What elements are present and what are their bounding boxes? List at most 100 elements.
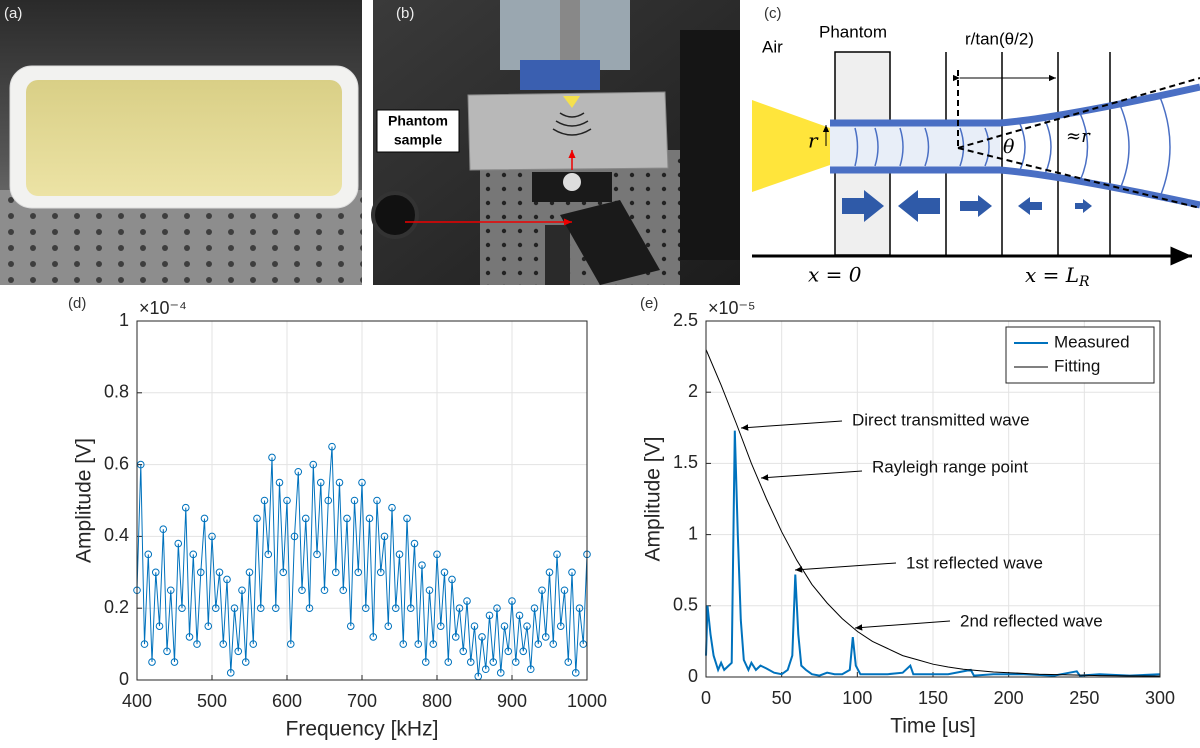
data-point: [504, 647, 513, 656]
x-tick-label: 300: [1145, 688, 1175, 708]
legend-box: [1005, 326, 1155, 384]
data-point: [320, 586, 329, 595]
data-point: [208, 532, 216, 541]
data-point: [286, 640, 295, 648]
data-point: [211, 604, 220, 613]
x-tick-label: 800: [422, 691, 452, 711]
data-point: [170, 658, 179, 666]
data-point: [245, 568, 254, 577]
x-tick-label: 100: [842, 688, 872, 708]
data-point: [530, 604, 539, 613]
data-point: [500, 622, 509, 630]
approx-radius-label: ≈r: [1066, 126, 1091, 147]
x-tick-label: 600: [272, 691, 302, 711]
data-point: [541, 633, 550, 641]
data-point: [523, 622, 531, 630]
data-point: [391, 604, 400, 613]
y-tick-label: 0.6: [104, 453, 129, 473]
y-tick-label: 2.5: [673, 310, 698, 330]
data-point: [354, 568, 363, 577]
data-point: [204, 622, 213, 630]
data-point: [526, 665, 535, 674]
data-point: [549, 640, 558, 648]
data-point: [493, 604, 501, 613]
data-point: [283, 496, 291, 505]
data-point: [328, 442, 336, 451]
data-point: [568, 568, 576, 577]
x-tick-label: 200: [994, 688, 1024, 708]
data-point: [163, 647, 171, 656]
data-point: [451, 633, 460, 641]
data-point: [376, 568, 385, 577]
data-point: [380, 532, 389, 541]
annotation: Direct transmitted wave: [852, 410, 1030, 429]
data-point: [515, 611, 524, 620]
series-line: [705, 349, 1161, 677]
annotation-arrow: [854, 620, 951, 631]
data-point: [324, 496, 333, 505]
data-point: [215, 568, 224, 577]
data-point: [556, 622, 565, 630]
x-axis-label: Time [us]: [890, 715, 976, 738]
annotation-arrow: [740, 420, 843, 431]
data-point: [309, 460, 318, 469]
x-tick-label: 700: [347, 691, 377, 711]
data-point: [193, 640, 201, 648]
data-point: [534, 640, 543, 648]
data-point: [519, 647, 528, 656]
data-point: [365, 514, 374, 523]
x-tick-label: 900: [497, 691, 527, 711]
data-point: [571, 669, 580, 677]
series-line: [136, 446, 588, 677]
data-point: [560, 586, 569, 595]
distance-label: r/tan(θ/2): [965, 29, 1034, 48]
data-point: [350, 496, 359, 505]
data-point: [429, 640, 438, 648]
x-tick-label: 150: [918, 688, 948, 708]
x0-label: x = 0: [808, 263, 862, 287]
air-label: Air: [762, 37, 783, 56]
data-point: [444, 658, 453, 666]
data-point: [406, 604, 415, 613]
data-point: [399, 640, 408, 648]
photo-a: (a): [0, 0, 362, 285]
panel-label: (c): [764, 5, 782, 22]
x-tick-label: 50: [772, 688, 792, 708]
data-point: [290, 532, 299, 541]
data-point: [459, 647, 468, 656]
xl-text: x = L: [1025, 263, 1079, 287]
data-point: [178, 604, 186, 613]
data-point: [339, 586, 348, 595]
xl-subscript: R: [1078, 274, 1090, 290]
data-point: [316, 478, 325, 487]
plot-frame: [136, 320, 588, 681]
y-tick-label: 0: [119, 669, 129, 689]
data-point: [489, 658, 498, 666]
data-point: [485, 611, 494, 620]
data-point: [148, 658, 156, 666]
data-point: [403, 514, 411, 523]
data-point: [294, 467, 303, 476]
annotation: Phantom: [388, 113, 448, 129]
data-point: [470, 622, 479, 630]
data-point: [418, 561, 426, 569]
data-point: [496, 669, 505, 677]
plot-frame: [705, 320, 1161, 678]
data-point: [144, 550, 153, 559]
y-tick-label: 1.5: [673, 452, 698, 472]
data-point: [481, 665, 490, 674]
data-point: [140, 640, 149, 648]
data-point: [384, 622, 393, 630]
x-axis-label: Frequency [kHz]: [286, 718, 439, 741]
data-point: [463, 597, 471, 605]
data-point: [260, 496, 269, 505]
data-point: [410, 539, 419, 548]
data-point: [155, 622, 164, 630]
data-point: [219, 640, 228, 648]
data-point: [433, 550, 441, 559]
y-tick-label: 2: [688, 381, 698, 401]
data-point: [279, 568, 288, 577]
data-point: [196, 568, 205, 577]
photo-b: Phantom sample (b): [371, 0, 740, 285]
